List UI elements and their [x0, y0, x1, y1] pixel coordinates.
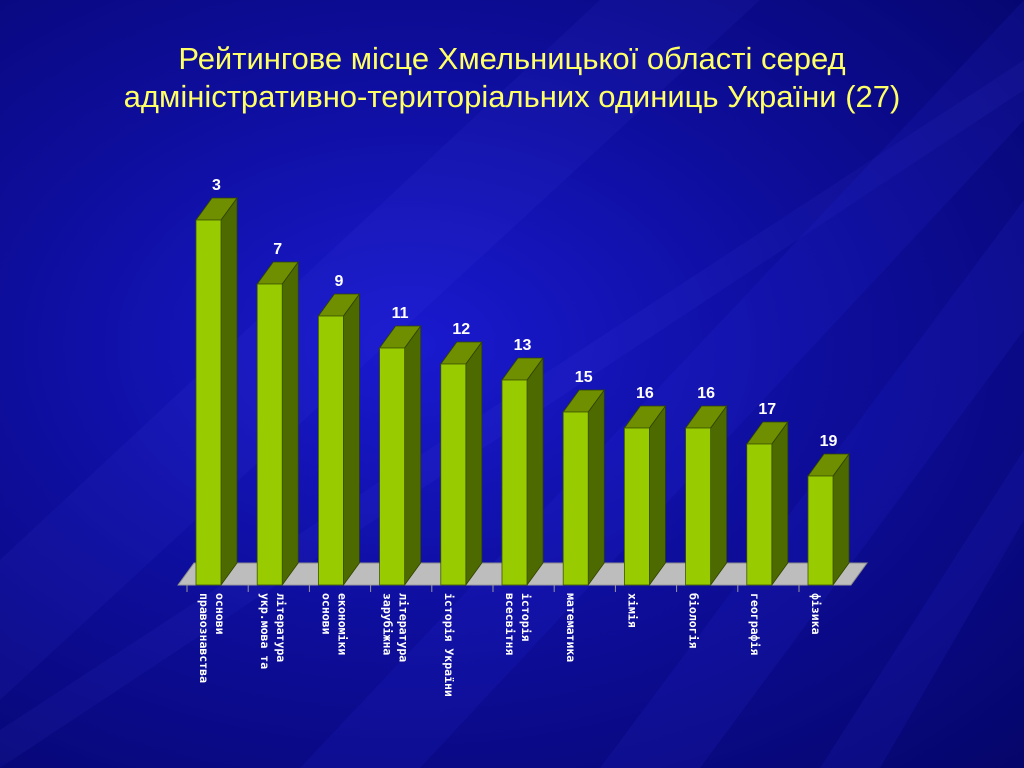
- bar: [807, 475, 834, 586]
- category-label: біологія: [687, 593, 701, 648]
- bar-side: [281, 260, 299, 587]
- category-label-line: всесвітня: [503, 593, 517, 655]
- category-label-line: зарубіжна: [381, 593, 395, 655]
- bar-side: [465, 340, 483, 587]
- category-label: географія: [748, 593, 762, 655]
- value-label: 16: [697, 385, 715, 402]
- bar: [624, 427, 650, 586]
- category-label: укр.мова та література: [258, 593, 288, 669]
- category-label-line: хімія: [625, 593, 639, 628]
- value-label: 3: [212, 177, 221, 194]
- category-label: математика: [564, 593, 578, 662]
- category-label-line: історія України: [442, 593, 456, 697]
- value-label: 7: [273, 241, 282, 258]
- category-label-line: історія: [519, 593, 533, 642]
- category-label-line: фізика: [809, 593, 823, 635]
- category-label-line: основи: [213, 593, 227, 635]
- category-label-line: математика: [564, 593, 578, 662]
- category-label-line: географія: [748, 593, 762, 655]
- bar: [256, 283, 283, 586]
- bar-side: [404, 324, 422, 587]
- value-label: 19: [820, 433, 838, 450]
- value-label: 17: [758, 401, 776, 418]
- bar-side: [710, 404, 727, 587]
- bar-side: [342, 292, 360, 587]
- bar: [746, 443, 773, 586]
- category-label-line: укр.мова та: [258, 593, 272, 669]
- category-label: основи економіки: [319, 593, 349, 655]
- value-label: 12: [452, 321, 470, 338]
- value-label: 9: [334, 273, 343, 290]
- bar: [317, 315, 344, 586]
- bar: [195, 219, 222, 586]
- chart-title-line-2: адміністративно-територіальних одиниць У…: [123, 79, 901, 114]
- bar-side: [832, 452, 850, 587]
- bar: [501, 379, 528, 586]
- category-label: хімія: [625, 593, 639, 628]
- bar-side: [587, 388, 605, 587]
- value-label: 13: [514, 337, 532, 354]
- category-label-line: література: [397, 593, 411, 662]
- value-label: 16: [636, 385, 654, 402]
- bar-side: [771, 420, 789, 587]
- bar: [562, 411, 589, 586]
- category-label: зарубіжна література: [381, 593, 411, 662]
- bar-side: [220, 196, 238, 587]
- bar: [440, 363, 467, 586]
- category-label-line: основи: [319, 593, 333, 635]
- chart-title: Рейтингове місце Хмельницької області се…: [40, 40, 984, 116]
- category-label-line: біологія: [687, 593, 701, 648]
- category-label: історія України: [442, 593, 456, 697]
- value-label: 11: [392, 305, 409, 322]
- chart-title-line-1: Рейтингове місце Хмельницької області се…: [178, 41, 846, 76]
- category-label-line: література: [274, 593, 288, 662]
- category-label: правознавства основи: [197, 593, 227, 683]
- bar-side: [526, 356, 544, 587]
- category-label: всесвітня історія: [503, 593, 533, 655]
- value-label: 15: [575, 369, 593, 386]
- category-label-line: правознавства: [197, 593, 211, 683]
- bar: [379, 347, 406, 586]
- category-label-line: економіки: [335, 593, 349, 655]
- bar: [685, 427, 711, 586]
- bar-side: [649, 404, 666, 587]
- category-label: фізика: [809, 593, 823, 635]
